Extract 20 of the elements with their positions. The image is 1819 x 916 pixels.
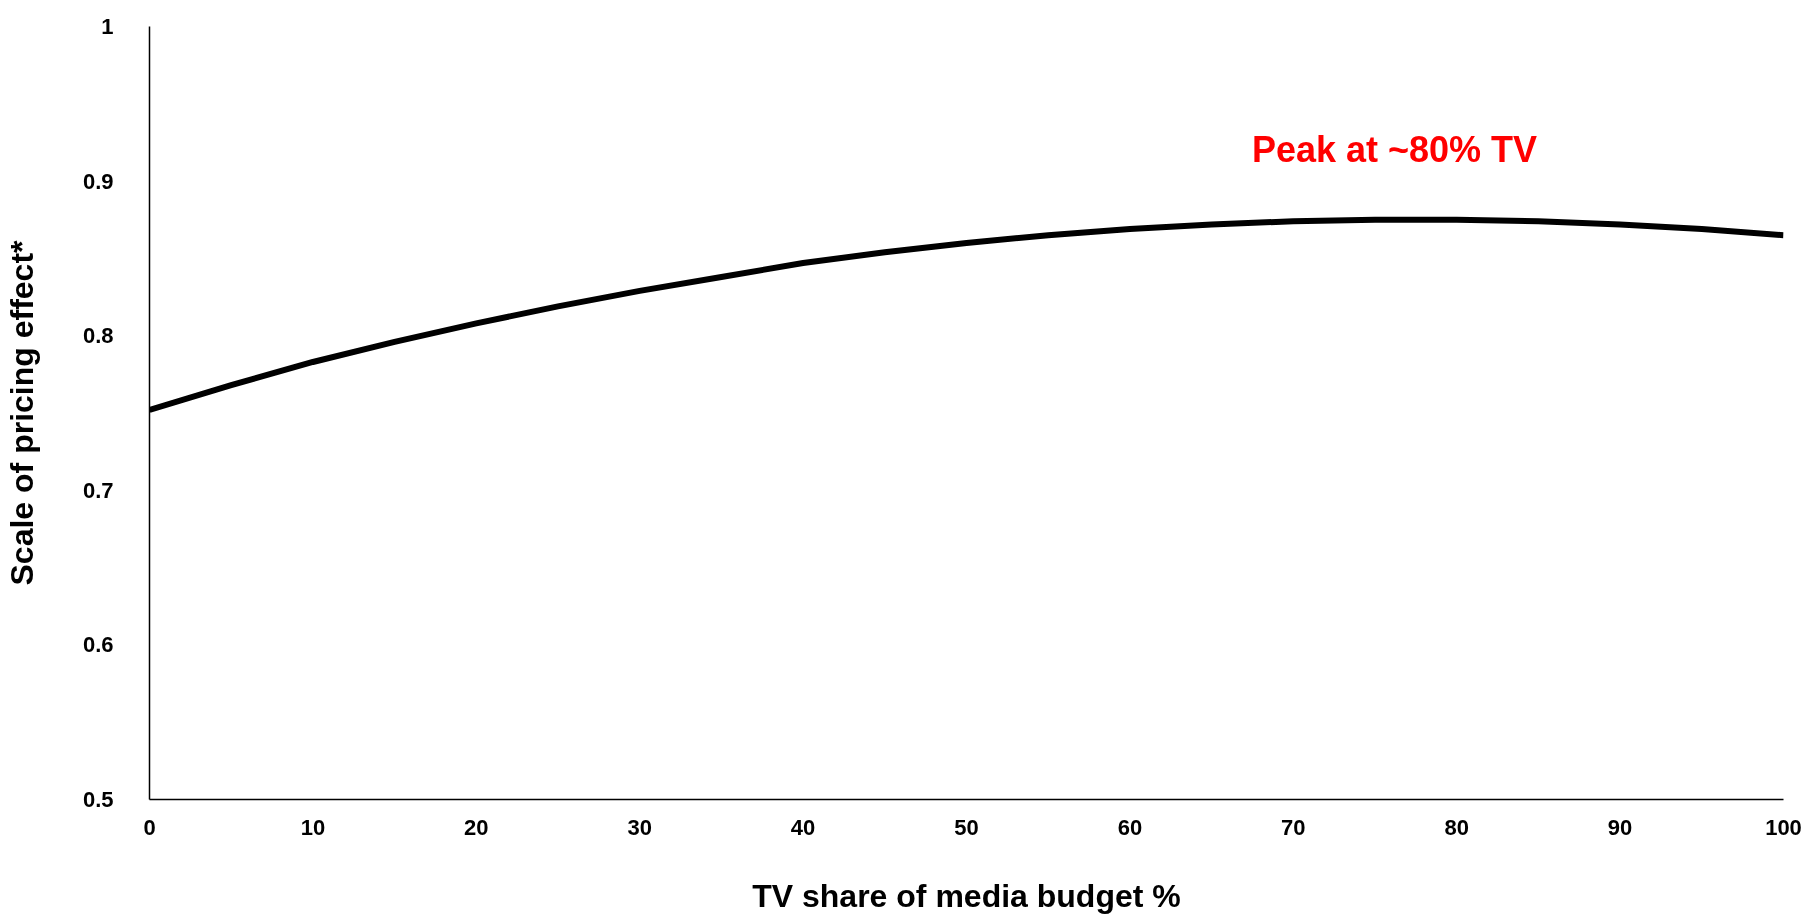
x-tick-label: 20 [464,814,489,840]
x-tick-label: 70 [1281,814,1306,840]
x-tick-label: 80 [1444,814,1469,840]
x-tick-label: 90 [1607,814,1633,840]
x-tick-label: 30 [627,814,652,840]
x-axis-title: TV share of media budget % [752,877,1181,914]
y-tick-label: 0.5 [82,787,114,812]
y-tick-label: 0.6 [82,632,114,658]
annotation: Peak at ~80% TV [1251,129,1538,170]
y-tick-label: 1 [101,14,114,39]
y-tick-label: 0.9 [82,168,114,194]
x-tick-label: 100 [1765,814,1802,840]
x-tick-label: 50 [954,814,979,840]
y-tick-label: 0.7 [82,477,114,503]
y-axis-title: Scale of pricing effect* [3,239,40,586]
x-tick-label: 0 [143,814,156,840]
y-tick-label: 0.8 [82,323,114,349]
x-tick-label: 10 [300,814,326,840]
x-tick-label: 40 [790,814,816,840]
x-tick-label: 60 [1117,814,1143,840]
